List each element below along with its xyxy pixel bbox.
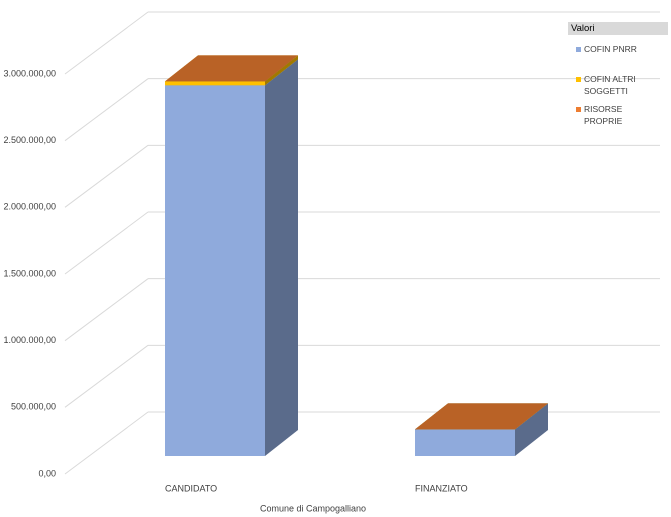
grid-line-floor: [64, 211, 149, 275]
y-tick-label: 500.000,00: [11, 402, 56, 412]
legend-swatch: [576, 77, 581, 82]
x-tick-label: CANDIDATO: [165, 483, 217, 493]
bar-top: [415, 403, 548, 430]
bar-side: [265, 55, 298, 86]
legend-label: COFIN ALTRI SOGGETTI: [584, 74, 636, 96]
grid-line-floor: [64, 411, 149, 475]
bar-side: [515, 403, 548, 456]
y-tick-label: 2.000.000,00: [3, 202, 56, 212]
bar-front: [415, 429, 515, 456]
bar-front: [165, 81, 265, 86]
legend-swatch: [576, 107, 581, 112]
grid-line-floor: [64, 78, 149, 142]
bar-top: [165, 55, 298, 82]
y-tick-label: 1.500.000,00: [3, 268, 56, 278]
grid-line-floor: [64, 278, 149, 342]
legend-label: RISORSE PROPRIE: [584, 104, 623, 126]
legend: Valori COFIN PNRR COFIN ALTRI SOGGETTI RIS…: [568, 22, 668, 126]
y-tick-label: 2.500.000,00: [3, 135, 56, 145]
bar-segment: [415, 403, 548, 430]
x-tick-label: FINANZIATO: [415, 483, 468, 493]
bar-side: [265, 59, 298, 456]
legend-item: COFIN ALTRI SOGGETTI: [576, 73, 668, 96]
legend-item: RISORSE PROPRIE: [576, 103, 668, 126]
x-axis-title: Comune di Campogalliano: [260, 503, 366, 513]
legend-title: Valori: [568, 22, 668, 35]
y-tick-label: 0,00: [38, 468, 56, 478]
bar-segment: [165, 55, 298, 82]
grid-line-floor: [64, 344, 149, 408]
legend-swatch: [576, 47, 581, 52]
y-tick-label: 3.000.000,00: [3, 68, 56, 78]
bar-front: [165, 85, 265, 456]
grid-line-floor: [64, 11, 149, 75]
legend-item: COFIN PNRR: [576, 43, 668, 65]
y-tick-label: 1.000.000,00: [3, 335, 56, 345]
legend-label: COFIN PNRR: [584, 44, 637, 54]
grid-line-floor: [64, 144, 149, 208]
bar-segment: [165, 59, 298, 456]
